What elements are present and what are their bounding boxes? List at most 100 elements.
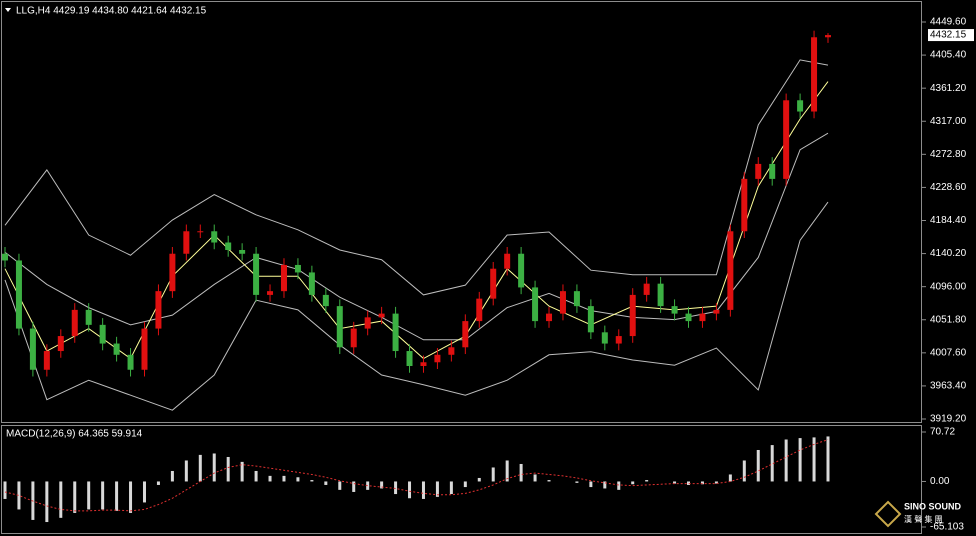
candle-body — [364, 317, 371, 329]
watermark: SINO SOUND 漢 聲 集 團 — [874, 500, 962, 528]
y-tick-label: -65.103 — [930, 522, 964, 533]
candle-body — [169, 253, 176, 292]
macd-bar — [533, 474, 537, 482]
y-tick-label: 4449.60 — [930, 17, 967, 28]
macd-bar — [589, 481, 593, 488]
candle-body — [727, 231, 734, 310]
macd-bar — [645, 480, 649, 482]
macd-bar — [115, 481, 119, 511]
macd-panel-frame — [1, 425, 922, 534]
signal-line — [4, 439, 829, 512]
macd-bar — [282, 475, 286, 482]
candle-body — [99, 324, 106, 344]
macd-bar — [505, 460, 509, 482]
candle-body — [797, 100, 804, 112]
macd-bar — [728, 474, 732, 482]
candle-body — [141, 328, 148, 370]
y-tick-label: 4317.00 — [930, 116, 967, 127]
macd-bar — [184, 460, 188, 482]
candle-body — [643, 283, 650, 295]
candle-body — [629, 294, 636, 337]
candle-body — [322, 294, 329, 307]
candle-body — [741, 178, 748, 232]
candle-body — [573, 291, 580, 307]
candle-body — [267, 291, 274, 295]
macd-bar — [687, 481, 691, 485]
candle-body — [15, 260, 22, 329]
candle-body — [825, 35, 831, 38]
candle-body — [378, 313, 385, 318]
macd-bar — [700, 481, 704, 485]
macd-bar — [826, 436, 830, 482]
menu-arrow[interactable] — [5, 8, 11, 12]
macd-bar — [491, 467, 495, 482]
candle-body — [685, 313, 692, 322]
macd-bar — [101, 481, 105, 510]
macd-bar — [742, 460, 746, 482]
candle-body — [336, 306, 343, 348]
candle-body — [615, 336, 622, 344]
candle-body — [769, 163, 776, 179]
macd-bar — [435, 481, 439, 497]
candle-body — [155, 291, 162, 329]
candle-body — [57, 336, 64, 352]
macd-bar — [463, 481, 467, 488]
macd-bar — [17, 481, 21, 510]
macd-bar — [603, 481, 607, 489]
macd-bar — [142, 481, 146, 503]
candle-body — [532, 287, 539, 322]
macd-bar — [394, 481, 398, 495]
candle-body — [783, 100, 790, 179]
candle-body — [546, 313, 553, 322]
y-tick-label: 4140.20 — [930, 248, 967, 259]
last-price-label: 4432.15 — [930, 30, 967, 41]
macd-bar — [156, 481, 160, 485]
macd-bar — [254, 470, 258, 482]
candle-body — [127, 354, 134, 370]
candle-body — [197, 231, 204, 233]
macd-bar — [547, 480, 551, 482]
macd-bar — [366, 481, 370, 490]
y-tick-label: 4361.20 — [930, 83, 967, 94]
price-panel-frame — [1, 1, 922, 423]
macd-bar — [673, 481, 677, 484]
candle-body — [280, 264, 287, 292]
candle-body — [211, 231, 218, 243]
macd-bar — [198, 454, 202, 482]
macd-bar — [617, 481, 621, 490]
y-tick-label: 3919.20 — [930, 414, 967, 425]
candle-body — [225, 242, 232, 250]
candle-body — [490, 268, 497, 299]
overlay-line — [4, 201, 829, 411]
macd-bar — [449, 481, 453, 495]
candle-body — [518, 253, 525, 288]
candle-body — [2, 253, 8, 261]
macd-bar — [631, 481, 635, 485]
candle-body — [601, 332, 608, 344]
candle-body — [71, 309, 78, 337]
overlay-line — [4, 59, 829, 296]
logo-icon — [874, 500, 902, 528]
macd-bar — [519, 463, 523, 482]
macd-bar — [756, 449, 760, 482]
macd-bar — [59, 481, 63, 518]
y-tick-label: 4007.60 — [930, 347, 967, 358]
macd-bar — [421, 481, 425, 499]
macd-bar — [226, 456, 230, 482]
y-tick-label: 3963.40 — [930, 381, 967, 392]
candle-body — [29, 328, 36, 370]
candle-body — [294, 264, 301, 273]
macd-bar — [87, 481, 91, 510]
macd-bar — [170, 470, 174, 482]
logo-name: SINO SOUND — [904, 501, 962, 511]
candle-body — [183, 231, 190, 254]
logo-sub: 漢 聲 集 團 — [904, 514, 943, 524]
macd-bar — [714, 481, 718, 484]
candle-body — [476, 298, 483, 322]
candle-body — [420, 362, 427, 367]
macd-bar — [770, 445, 774, 482]
candle-body — [392, 313, 399, 352]
candle-body — [308, 272, 315, 295]
candle-body — [406, 351, 413, 367]
